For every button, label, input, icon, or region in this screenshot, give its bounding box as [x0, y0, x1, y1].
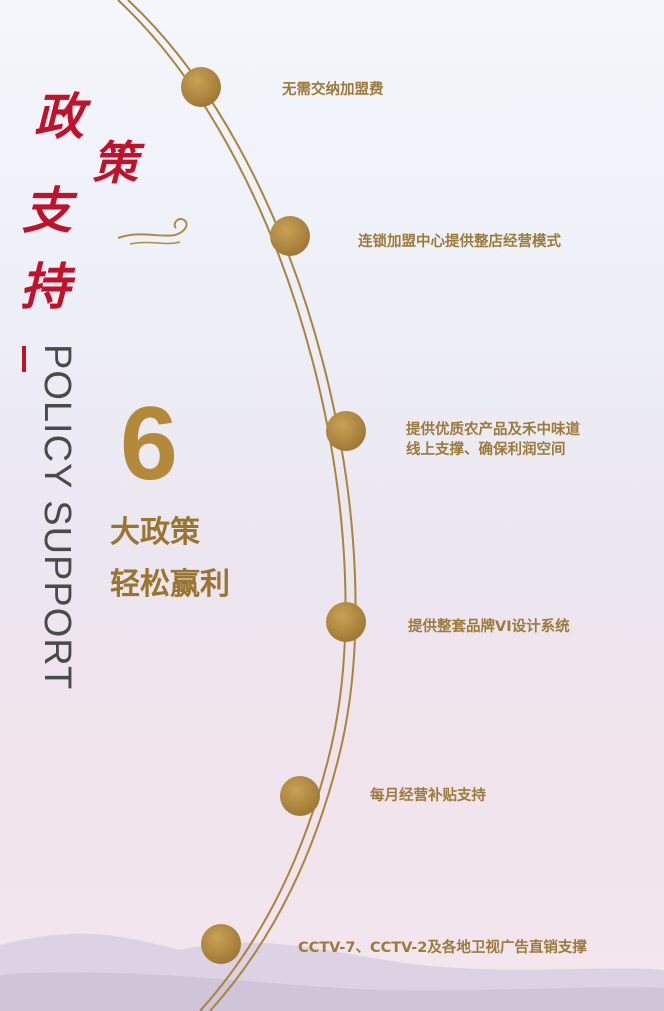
subtitle-line-2: 轻松赢利 [110, 567, 230, 602]
subtitle-line-1: 大政策 [110, 515, 200, 550]
title-accent-bar [22, 346, 26, 372]
timeline-dot [326, 411, 366, 451]
policy-item-4: 提供整套品牌VI设计系统 [408, 619, 570, 635]
title-char-4: 持 [20, 257, 70, 316]
policy-item-1: 无需交纳加盟费 [282, 82, 384, 98]
policy-item-2: 连锁加盟中心提供整店经营模式 [358, 234, 561, 250]
title-char-1: 政 [34, 87, 84, 146]
policy-item-5: 每月经营补贴支持 [370, 788, 486, 804]
timeline-dot [326, 602, 366, 642]
timeline-dot [181, 67, 221, 107]
big-number: 6 [120, 386, 178, 502]
timeline-dot [201, 924, 241, 964]
policy-item-3: 提供优质农产品及禾中味道 线上支撑、确保利润空间 [406, 422, 580, 458]
timeline-dot [280, 776, 320, 816]
title-char-3: 支 [22, 181, 72, 240]
title-char-2: 策 [92, 136, 138, 190]
timeline-dot [270, 216, 310, 256]
policy-item-6: CCTV-7、CCTV-2及各地卫视广告直销支撑 [298, 940, 587, 956]
